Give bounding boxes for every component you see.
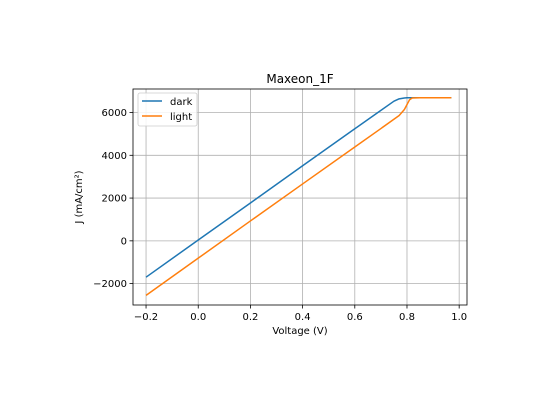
y-tick-label-2: 2000 xyxy=(102,194,127,205)
x-tick-label-6: 1.0 xyxy=(451,312,467,323)
legend-label-dark: dark xyxy=(170,97,193,108)
axis-ticks: −0.2 0.0 0.2 0.4 0.6 0.8 1.0 −2000 0 2000 4000 6000 xyxy=(93,108,467,323)
legend-label-light: light xyxy=(170,112,192,123)
y-tick-label-4: 6000 xyxy=(102,108,127,119)
grid-lines xyxy=(133,89,467,305)
y-tick-label-1: 0 xyxy=(121,236,127,247)
x-tick-label-1: 0.0 xyxy=(190,312,206,323)
x-tick-label-0: −0.2 xyxy=(134,312,158,323)
x-axis-label: Voltage (V) xyxy=(272,326,327,337)
plot-frame xyxy=(132,88,468,306)
legend: dark light xyxy=(137,92,198,127)
x-tick-label-5: 0.8 xyxy=(399,312,415,323)
x-tick-label-3: 0.4 xyxy=(295,312,311,323)
series-lines xyxy=(145,97,452,296)
x-tick-label-4: 0.6 xyxy=(347,312,363,323)
x-tick-label-2: 0.2 xyxy=(242,312,258,323)
y-tick-label-0: −2000 xyxy=(93,279,127,290)
y-tick-label-3: 4000 xyxy=(102,151,127,162)
series-line-light xyxy=(145,97,452,296)
chart-title: Maxeon_1F xyxy=(266,72,333,86)
y-axis-label: J (mA/cm²) xyxy=(74,170,85,224)
